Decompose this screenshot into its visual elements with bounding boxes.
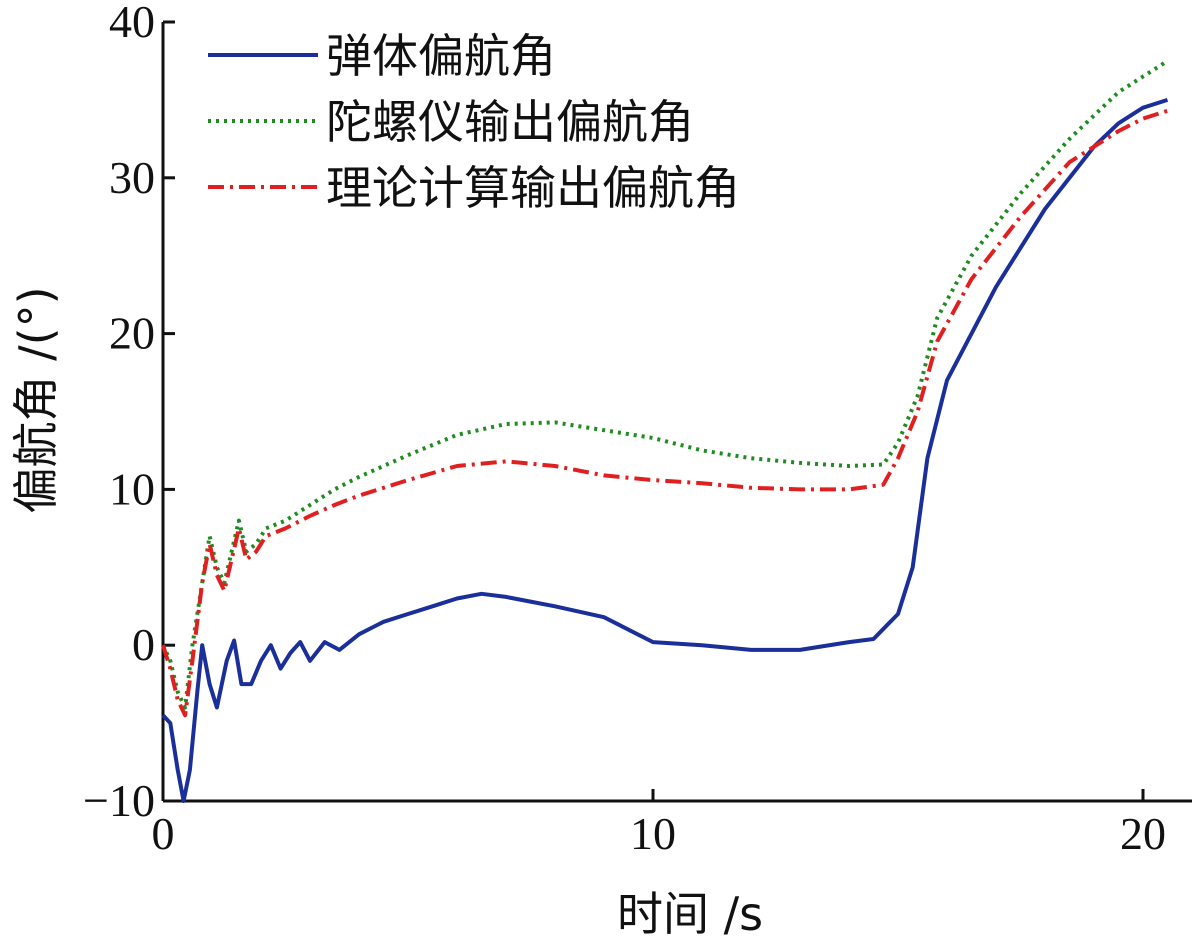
y-tick-label-3: 20	[109, 308, 155, 359]
y-tick-label-5: 40	[109, 0, 155, 47]
y-axis-title: 偏航角 /(°)	[9, 286, 63, 513]
legend: 弹体偏航角 陀螺仪输出偏航角 理论计算输出偏航角	[208, 29, 740, 215]
legend-label-series-2: 理论计算输出偏航角	[326, 161, 740, 215]
x-axis-title: 时间 /s	[617, 887, 763, 941]
y-tick-label-0: −10	[83, 775, 155, 826]
legend-label-series-1: 陀螺仪输出偏航角	[326, 95, 694, 149]
legend-label-series-0: 弹体偏航角	[326, 29, 556, 83]
series-line-1	[161, 59, 1169, 710]
x-tick-label-1: 10	[630, 808, 676, 859]
x-tick-label-2: 20	[1120, 808, 1166, 859]
series-line-0	[161, 97, 1169, 803]
x-tick-label-0: 0	[152, 808, 175, 859]
y-tick-label-1: 0	[132, 619, 155, 670]
series-line-2	[161, 108, 1169, 718]
series-layer	[161, 59, 1169, 803]
y-tick-label-4: 30	[109, 152, 155, 203]
y-tick-label-2: 10	[109, 463, 155, 514]
